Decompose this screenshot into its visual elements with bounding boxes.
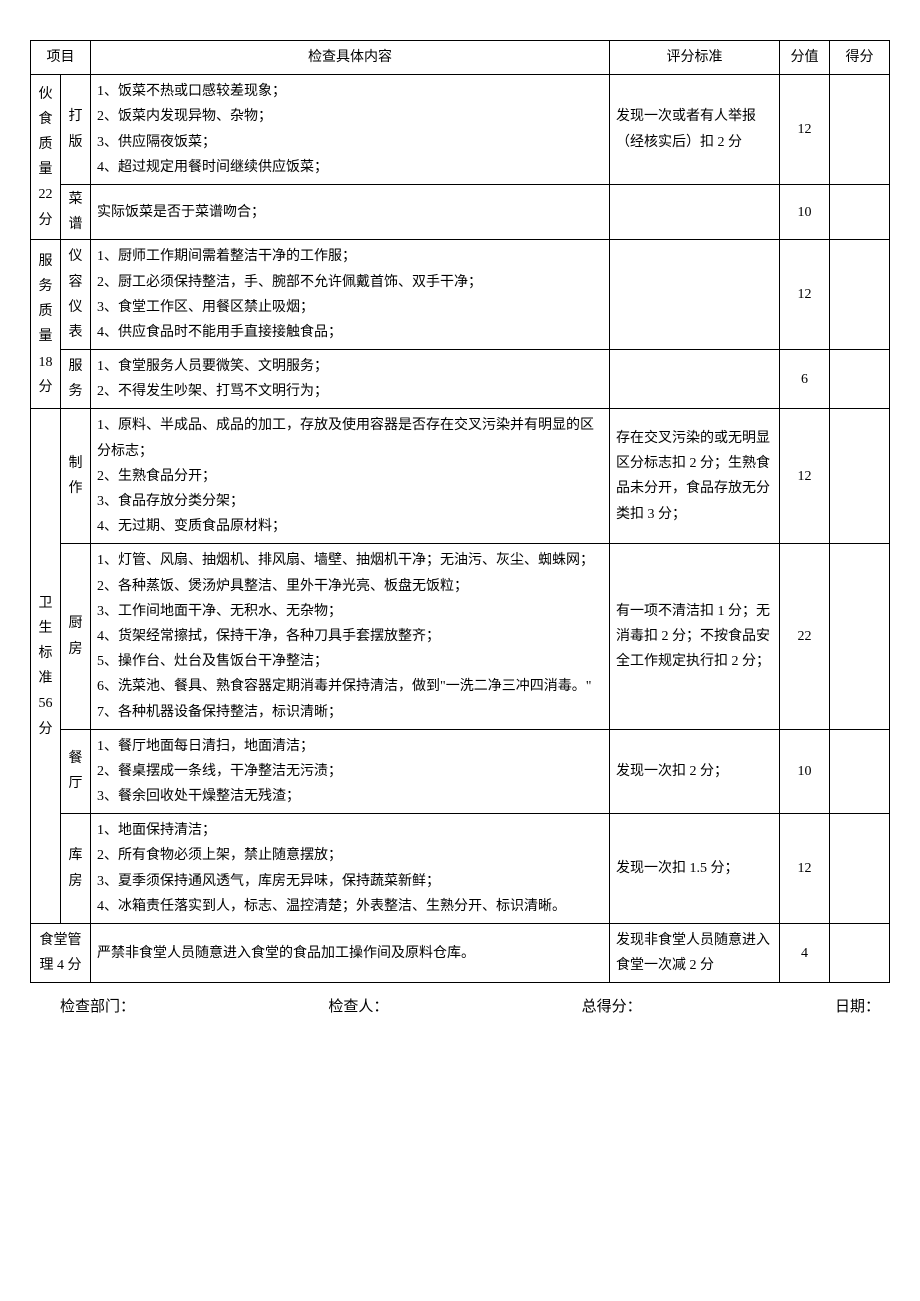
- content-cell: 1、餐厅地面每日清扫，地面清洁；2、餐桌摆成一条线，干净整洁无污渍；3、餐余回收…: [91, 729, 610, 814]
- got-score-cell[interactable]: [830, 924, 890, 983]
- got-score-cell[interactable]: [830, 240, 890, 350]
- category-cell: 食堂管理 4 分: [31, 924, 91, 983]
- got-score-cell[interactable]: [830, 814, 890, 924]
- table-row: 餐厅1、餐厅地面每日清扫，地面清洁；2、餐桌摆成一条线，干净整洁无污渍；3、餐余…: [31, 729, 890, 814]
- standard-cell: [610, 350, 780, 409]
- table-row: 伙食质量 22 分打版1、饭菜不热或口感较差现象；2、饭菜内发现异物、杂物；3、…: [31, 75, 890, 185]
- standard-cell: 发现一次扣 1.5 分；: [610, 814, 780, 924]
- got-score-cell[interactable]: [830, 350, 890, 409]
- table-row: 服务质量 18 分仪容仪表1、厨师工作期间需着整洁干净的工作服；2、厨工必须保持…: [31, 240, 890, 350]
- footer-person: 检查人：: [328, 995, 388, 1016]
- standard-cell: 发现非食堂人员随意进入食堂一次减 2 分: [610, 924, 780, 983]
- footer-date: 日期：: [835, 995, 880, 1016]
- score-cell: 12: [780, 75, 830, 185]
- got-score-cell[interactable]: [830, 409, 890, 544]
- subcategory-cell: 厨房: [61, 544, 91, 729]
- category-cell: 服务质量 18 分: [31, 240, 61, 409]
- content-cell: 严禁非食堂人员随意进入食堂的食品加工操作间及原料仓库。: [91, 924, 610, 983]
- table-row: 厨房1、灯管、风扇、抽烟机、排风扇、墙壁、抽烟机干净；无油污、灰尘、蜘蛛网；2、…: [31, 544, 890, 729]
- table-row: 库房1、地面保持清洁；2、所有食物必须上架，禁止随意摆放；3、夏季须保持通风透气…: [31, 814, 890, 924]
- subcategory-cell: 仪容仪表: [61, 240, 91, 350]
- header-category: 项目: [31, 41, 91, 75]
- content-cell: 1、地面保持清洁；2、所有食物必须上架，禁止随意摆放；3、夏季须保持通风透气，库…: [91, 814, 610, 924]
- content-cell: 1、原料、半成品、成品的加工，存放及使用容器是否存在交叉污染并有明显的区分标志；…: [91, 409, 610, 544]
- content-cell: 1、食堂服务人员要微笑、文明服务；2、不得发生吵架、打骂不文明行为；: [91, 350, 610, 409]
- header-score: 分值: [780, 41, 830, 75]
- category-cell: 伙食质量 22 分: [31, 75, 61, 240]
- content-cell: 1、厨师工作期间需着整洁干净的工作服；2、厨工必须保持整洁，手、腕部不允许佩戴首…: [91, 240, 610, 350]
- table-row: 菜谱实际饭菜是否于菜谱吻合； 10: [31, 184, 890, 239]
- header-got: 得分: [830, 41, 890, 75]
- table-header-row: 项目 检查具体内容 评分标准 分值 得分: [31, 41, 890, 75]
- standard-cell: 有一项不清洁扣 1 分；无消毒扣 2 分；不按食品安全工作规定执行扣 2 分；: [610, 544, 780, 729]
- table-row: 服务1、食堂服务人员要微笑、文明服务；2、不得发生吵架、打骂不文明行为； 6: [31, 350, 890, 409]
- score-cell: 12: [780, 814, 830, 924]
- subcategory-cell: 菜谱: [61, 184, 91, 239]
- score-cell: 6: [780, 350, 830, 409]
- score-cell: 12: [780, 409, 830, 544]
- got-score-cell[interactable]: [830, 75, 890, 185]
- subcategory-cell: 打版: [61, 75, 91, 185]
- standard-cell: 发现一次或者有人举报（经核实后）扣 2 分: [610, 75, 780, 185]
- content-cell: 实际饭菜是否于菜谱吻合；: [91, 184, 610, 239]
- subcategory-cell: 库房: [61, 814, 91, 924]
- inspection-table: 项目 检查具体内容 评分标准 分值 得分 伙食质量 22 分打版1、饭菜不热或口…: [30, 40, 890, 983]
- standard-cell: [610, 240, 780, 350]
- footer-total: 总得分：: [582, 995, 642, 1016]
- score-cell: 10: [780, 184, 830, 239]
- score-cell: 22: [780, 544, 830, 729]
- got-score-cell[interactable]: [830, 544, 890, 729]
- content-cell: 1、灯管、风扇、抽烟机、排风扇、墙壁、抽烟机干净；无油污、灰尘、蜘蛛网；2、各种…: [91, 544, 610, 729]
- footer-line: 检查部门： 检查人： 总得分： 日期：: [30, 995, 890, 1016]
- category-cell: 卫生标准 56 分: [31, 409, 61, 924]
- got-score-cell[interactable]: [830, 184, 890, 239]
- table-row: 卫生标准 56 分制作1、原料、半成品、成品的加工，存放及使用容器是否存在交叉污…: [31, 409, 890, 544]
- content-cell: 1、饭菜不热或口感较差现象；2、饭菜内发现异物、杂物；3、供应隔夜饭菜；4、超过…: [91, 75, 610, 185]
- standard-cell: [610, 184, 780, 239]
- subcategory-cell: 制作: [61, 409, 91, 544]
- score-cell: 4: [780, 924, 830, 983]
- score-cell: 12: [780, 240, 830, 350]
- standard-cell: 存在交叉污染的或无明显区分标志扣 2 分；生熟食品未分开，食品存放无分类扣 3 …: [610, 409, 780, 544]
- subcategory-cell: 服务: [61, 350, 91, 409]
- header-content: 检查具体内容: [91, 41, 610, 75]
- table-row: 食堂管理 4 分严禁非食堂人员随意进入食堂的食品加工操作间及原料仓库。发现非食堂…: [31, 924, 890, 983]
- footer-dept: 检查部门：: [60, 995, 135, 1016]
- got-score-cell[interactable]: [830, 729, 890, 814]
- header-standard: 评分标准: [610, 41, 780, 75]
- standard-cell: 发现一次扣 2 分；: [610, 729, 780, 814]
- score-cell: 10: [780, 729, 830, 814]
- subcategory-cell: 餐厅: [61, 729, 91, 814]
